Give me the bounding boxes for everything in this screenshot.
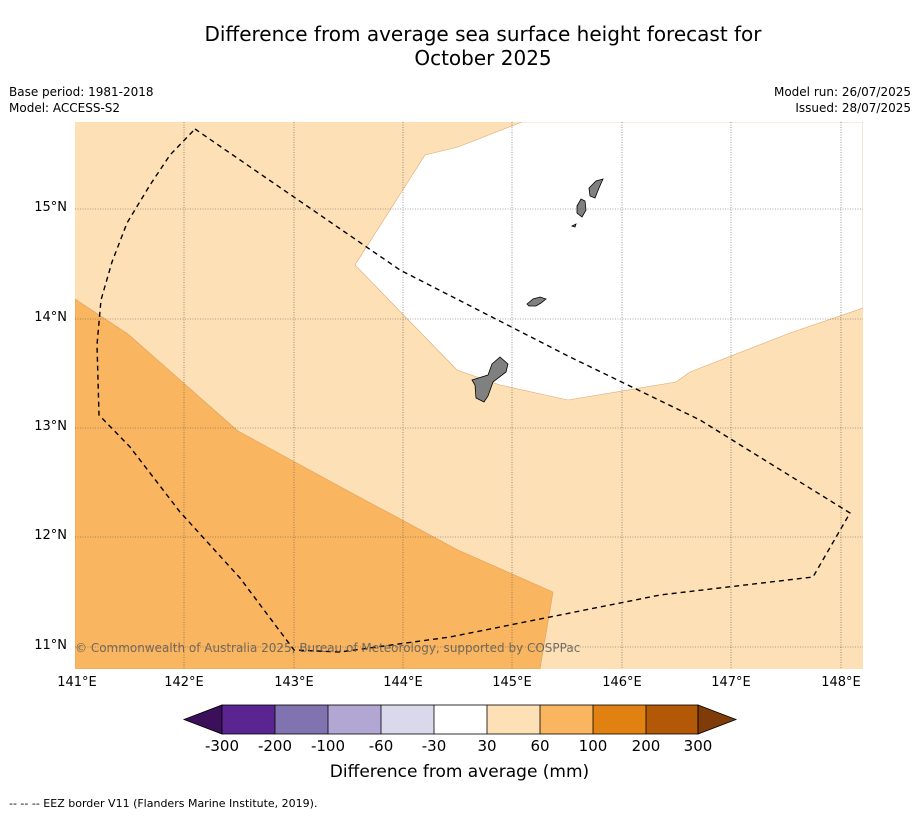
model-run: Model run: 26/07/2025 (773, 85, 911, 99)
saipan-island (588, 178, 604, 199)
lon-label: 147°E (711, 675, 751, 690)
lon-label: 146°E (602, 675, 642, 690)
colorbar-segment (646, 705, 698, 734)
map-area (75, 122, 863, 669)
colorbar-tick-label: -300 (204, 737, 240, 755)
colorbar-segment (434, 705, 487, 734)
eez-border (96, 128, 851, 653)
lon-label: 141°E (57, 675, 97, 690)
lat-label: 12°N (34, 528, 67, 543)
colorbar (182, 704, 738, 735)
lon-label: 148°E (821, 675, 861, 690)
map-title: Difference from average sea surface heig… (0, 22, 919, 70)
lat-label: 11°N (34, 638, 67, 653)
colorbar-tick-label: -60 (368, 737, 394, 755)
colorbar-tick-label: 200 (631, 737, 661, 755)
lon-label: 142°E (164, 675, 204, 690)
title-line-2: October 2025 (414, 46, 552, 70)
aguijan-island (570, 223, 577, 228)
colorbar-segment (328, 705, 381, 734)
lon-label: 145°E (492, 675, 532, 690)
colorbar-segment (487, 705, 540, 734)
colorbar-extend-min (182, 704, 223, 735)
colorbar-tick-label: -100 (310, 737, 346, 755)
colorbar-segment (275, 705, 328, 734)
issued-date: Issued: 28/07/2025 (795, 101, 911, 115)
colorbar-extend-max (697, 704, 738, 735)
colorbar-segment (593, 705, 646, 734)
meta-right: Model run: 26/07/2025 Issued: 28/07/2025 (774, 84, 911, 116)
eez-footnote: -- -- -- EEZ border V11 (Flanders Marine… (9, 797, 318, 810)
guam-island (471, 356, 509, 403)
lon-label: 143°E (274, 675, 314, 690)
colorbar-segment (222, 705, 275, 734)
rota-island (526, 296, 547, 307)
colorbar-segment (381, 705, 434, 734)
lat-label: 13°N (34, 419, 67, 434)
base-period: Base period: 1981-2018 (9, 85, 154, 99)
colorbar-label: Difference from average (mm) (329, 762, 590, 782)
colorbar-tick-label: 100 (578, 737, 608, 755)
colorbar-tick-label: 60 (530, 737, 550, 755)
region-near-average (354, 122, 863, 401)
gridlines (75, 122, 863, 669)
colorbar-tick-label: 30 (477, 737, 497, 755)
tinian-island (576, 198, 587, 218)
copyright-notice: © Commonwealth of Australia 2025, Bureau… (75, 641, 581, 655)
meta-left: Base period: 1981-2018 Model: ACCESS-S2 (9, 84, 154, 116)
colorbar-segment (540, 705, 593, 734)
model-name: Model: ACCESS-S2 (9, 101, 121, 115)
lon-label: 144°E (383, 675, 423, 690)
colorbar-tick-label: -30 (421, 737, 447, 755)
lat-label: 14°N (34, 310, 67, 325)
colorbar-tick-label: 300 (683, 737, 713, 755)
region-60-100 (75, 298, 554, 669)
colorbar-tick-label: -200 (257, 737, 293, 755)
lat-label: 15°N (34, 200, 67, 215)
title-line-1: Difference from average sea surface heig… (204, 22, 762, 46)
